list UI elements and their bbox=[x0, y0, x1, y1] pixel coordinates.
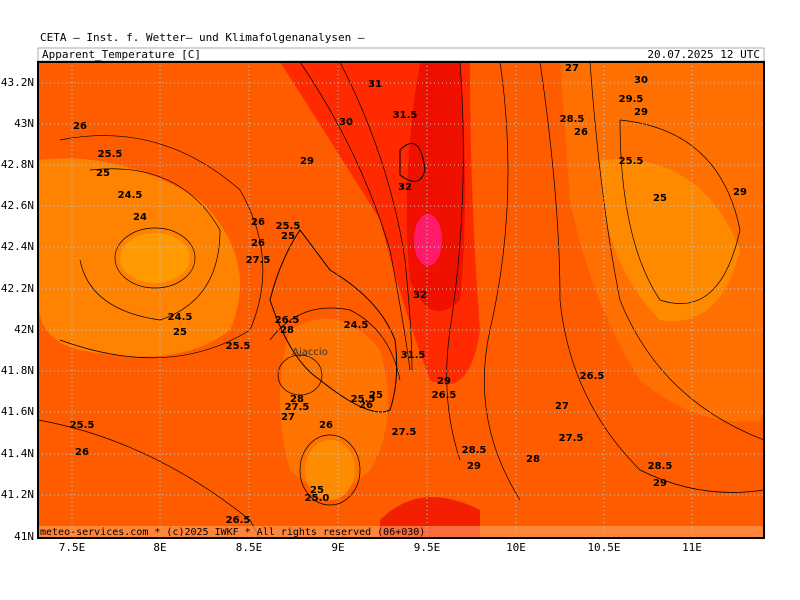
contour-label: 25 bbox=[310, 485, 324, 496]
contour-label: 27 bbox=[555, 401, 569, 412]
lon-label: 8E bbox=[153, 541, 166, 554]
contour-label: 24.5 bbox=[344, 320, 369, 331]
contour-label: 29 bbox=[467, 461, 481, 472]
contour-label: 25.5 bbox=[98, 149, 123, 160]
contour-label: 26 bbox=[251, 217, 265, 228]
contour-label: 28 bbox=[526, 454, 540, 465]
contour-label: 28 bbox=[280, 325, 294, 336]
contour-label: 29.5 bbox=[619, 94, 644, 105]
lat-label: 41.8N bbox=[1, 364, 34, 377]
contour-label: 32 bbox=[398, 182, 412, 193]
contour-label: 31.5 bbox=[401, 350, 426, 361]
contour-label: 26.5 bbox=[432, 390, 457, 401]
contour-label: 27 bbox=[281, 412, 295, 423]
contour-label: 26 bbox=[251, 238, 265, 249]
contour-label: 25 bbox=[281, 231, 295, 242]
contour-label: 26 bbox=[75, 447, 89, 458]
lon-label: 8.5E bbox=[236, 541, 263, 554]
contour-label: 25 bbox=[96, 168, 110, 179]
contour-label: 25.5 bbox=[276, 221, 301, 232]
contour-label: 25.5 bbox=[351, 394, 376, 405]
lat-label: 42.2N bbox=[1, 282, 34, 295]
contour-label: 24.5 bbox=[118, 190, 143, 201]
lon-label: 9.5E bbox=[414, 541, 441, 554]
lat-label: 42.8N bbox=[1, 158, 34, 171]
lat-label: 43N bbox=[14, 117, 34, 130]
contour-label: 30 bbox=[634, 75, 648, 86]
lon-label: 11E bbox=[682, 541, 702, 554]
lat-label: 41.4N bbox=[1, 447, 34, 460]
labels: 43.2N 43N 42.8N 42.6N 42.4N 42.2N 42N 41.8N 41.6… bbox=[1, 63, 747, 554]
grid bbox=[38, 62, 764, 538]
contour-label: 30 bbox=[339, 117, 353, 128]
contour-label: 24.5 bbox=[168, 312, 193, 323]
contour-label: 25.5 bbox=[226, 341, 251, 352]
contour-label: 27.5 bbox=[559, 433, 584, 444]
lon-label: 10.5E bbox=[587, 541, 620, 554]
contour-label: 26 bbox=[319, 420, 333, 431]
contour-label: 25.5 bbox=[619, 156, 644, 167]
contour-label: 27.5 bbox=[392, 427, 417, 438]
contour-label: 25 bbox=[369, 390, 383, 401]
contour-label: 25 bbox=[653, 193, 667, 204]
contour-label: 25 bbox=[173, 327, 187, 338]
lat-label: 41N bbox=[14, 530, 34, 543]
header: CETA — Inst. f. Wetter— und Klimafolgena… bbox=[40, 31, 365, 44]
lat-label: 42N bbox=[14, 323, 34, 336]
place-name: Ajaccio bbox=[292, 347, 328, 358]
contour-label: 26.5 bbox=[275, 315, 300, 326]
contour-label: 26 bbox=[574, 127, 588, 138]
contour-label: 25.5 bbox=[70, 420, 95, 431]
contour-label: 26.5 bbox=[226, 515, 251, 526]
contour-label: 27.5 bbox=[246, 255, 271, 266]
lat-label: 41.6N bbox=[1, 405, 34, 418]
contour-label: 28.5 bbox=[560, 114, 585, 125]
contour-label: 27 bbox=[565, 63, 579, 74]
contour-label: 28.5 bbox=[462, 445, 487, 456]
contour-label: 27.5 bbox=[285, 402, 310, 413]
lat-label: 41.2N bbox=[1, 488, 34, 501]
contour-label: 31 bbox=[368, 79, 382, 90]
frame bbox=[37, 61, 765, 539]
lon-label: 10E bbox=[506, 541, 526, 554]
contour-label: 29 bbox=[300, 156, 314, 167]
contour-label: 26.5 bbox=[580, 371, 605, 382]
contour-label: 28 bbox=[290, 394, 304, 405]
contour-label: 29 bbox=[733, 187, 747, 198]
contour-label: 29 bbox=[437, 376, 451, 387]
contour-label: 29 bbox=[653, 478, 667, 489]
lon-label: 7.5E bbox=[59, 541, 86, 554]
title: Apparent_Temperature [C] bbox=[42, 48, 201, 61]
contour-label: 31.5 bbox=[393, 110, 418, 121]
contour-label: 29 bbox=[634, 107, 648, 118]
date: 20.07.2025 12 UTC bbox=[647, 48, 760, 61]
contour-label: 26 bbox=[73, 121, 87, 132]
lat-label: 42.4N bbox=[1, 240, 34, 253]
contour-label: 32 bbox=[413, 290, 427, 301]
lon-label: 9E bbox=[331, 541, 344, 554]
lat-label: 42.6N bbox=[1, 199, 34, 212]
field bbox=[38, 62, 764, 538]
contour-label: 24 bbox=[133, 212, 147, 223]
contour-label: 25.0 bbox=[305, 493, 330, 504]
footer: meteo-services.com * (c)2025 IWKF * All … bbox=[40, 527, 425, 538]
footer-bar bbox=[38, 526, 764, 538]
contour-label: 28.5 bbox=[648, 461, 673, 472]
lat-label: 43.2N bbox=[1, 76, 34, 89]
contour-label: 26 bbox=[359, 400, 373, 411]
